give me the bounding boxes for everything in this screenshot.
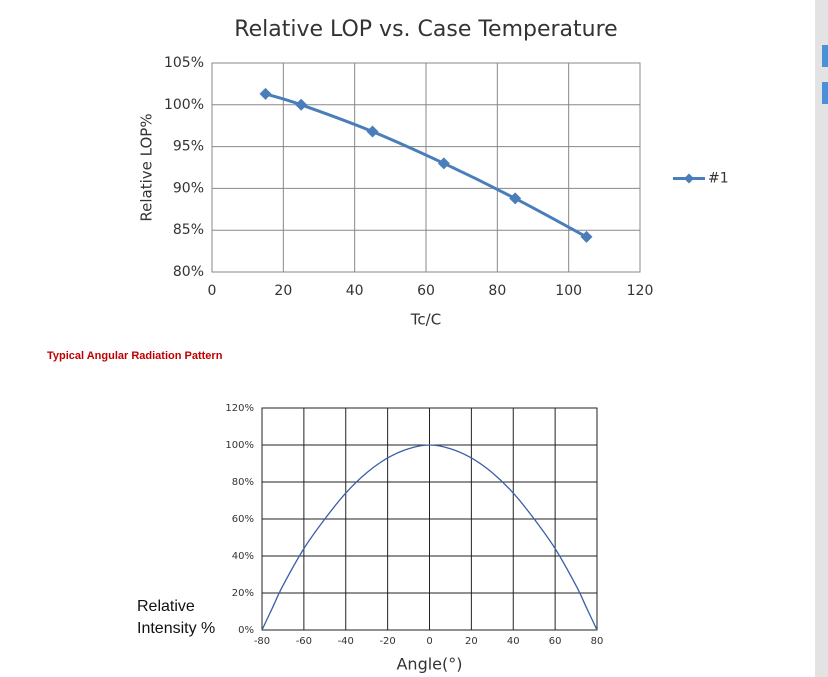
- y-tick-label: 100%: [225, 440, 254, 451]
- x-tick-label: -80: [254, 636, 270, 647]
- marker: [295, 98, 308, 111]
- y-tick-label: 0%: [238, 625, 254, 636]
- x-tick-label: 40: [346, 283, 364, 299]
- line: [261, 444, 598, 631]
- y-tick-label: 40%: [232, 551, 254, 562]
- x-tick-label: 80: [488, 283, 506, 299]
- x-tick-label: 40: [507, 636, 520, 647]
- x-tick-label: 120: [627, 283, 654, 299]
- marker: [366, 125, 379, 138]
- y-tick-label: 105%: [164, 55, 204, 71]
- marker: [509, 192, 522, 205]
- x-tick-label: 80: [591, 636, 604, 647]
- plot-frame: [211, 62, 641, 273]
- marker: [437, 157, 450, 170]
- x-tick-label: 0: [426, 636, 432, 647]
- y-axis-label: Relative LOP%: [138, 113, 156, 221]
- x-tick-label: 60: [549, 636, 562, 647]
- marker: [580, 230, 593, 243]
- legend-marker: [684, 173, 694, 184]
- y-tick-label: 90%: [173, 180, 204, 196]
- x-axis-label: Angle(°): [396, 655, 462, 674]
- y-tick-label: 85%: [173, 222, 204, 238]
- scrollbar: [815, 0, 828, 677]
- y-tick-label: 100%: [164, 97, 204, 113]
- y-tick-label: 20%: [232, 588, 254, 599]
- x-tick-label: 20: [274, 283, 292, 299]
- chart-title: Relative LOP vs. Case Temperature: [234, 17, 617, 42]
- x-axis-label: Tc/C: [410, 311, 441, 329]
- x-tick-label: -20: [379, 636, 395, 647]
- x-tick-label: -40: [338, 636, 354, 647]
- x-tick-label: 60: [417, 283, 435, 299]
- section-heading: Typical Angular Radiation Pattern: [47, 350, 223, 362]
- y-tick-label: 60%: [232, 514, 254, 525]
- marker: [259, 87, 272, 100]
- y-tick-label: 80%: [232, 477, 254, 488]
- side-tab: [822, 45, 828, 67]
- plot-frame: [261, 407, 598, 631]
- legend-label: #1: [708, 171, 729, 187]
- x-tick-label: 0: [208, 283, 217, 299]
- y-axis-label: Relative Intensity %: [137, 598, 216, 637]
- x-tick-label: 100: [555, 283, 582, 299]
- y-tick-label: 120%: [225, 403, 254, 414]
- y-tick-label: 80%: [173, 264, 204, 280]
- side-tab: [822, 82, 828, 104]
- x-tick-label: -60: [296, 636, 312, 647]
- y-tick-label: 95%: [173, 139, 204, 155]
- x-tick-label: 20: [465, 636, 478, 647]
